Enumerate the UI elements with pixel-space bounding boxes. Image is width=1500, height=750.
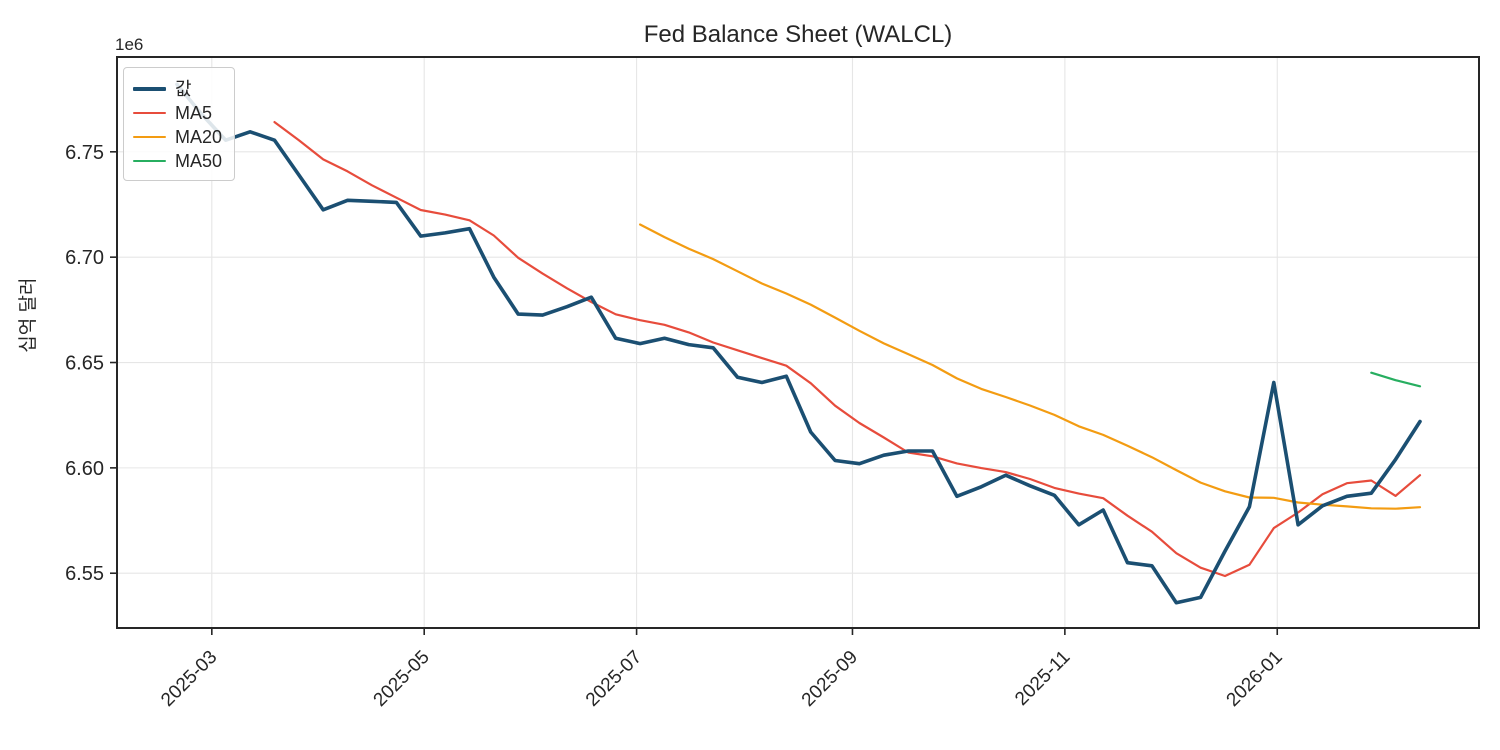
legend-label-value: 값 [175,79,192,99]
plot-border [116,56,1480,629]
x-tick-label: 2026-01 [1223,647,1287,711]
series-line-ma5 [273,120,1422,578]
legend-item-ma20: MA20 [133,125,224,149]
x-tick-label: 2025-11 [1011,647,1074,710]
x-tick-label: 2025-03 [157,647,221,711]
series-line-ma50 [1370,371,1422,388]
chart-title: Fed Balance Sheet (WALCL) [644,21,953,48]
y-axis-label: 십억 달러 [17,278,39,353]
y-tick-label: 6.70 [65,247,104,269]
legend-swatch-value [133,87,166,91]
series-line-ma20 [638,223,1422,510]
legend-swatch-ma50 [133,159,166,163]
y-tick-label: 6.60 [65,458,104,480]
x-tick-label: 2025-07 [582,647,646,711]
legend-item-ma5: MA5 [133,101,224,125]
legend-label-ma5: MA5 [175,103,213,123]
legend-item-value: 값 [133,77,224,101]
x-tick-label: 2025-05 [370,647,434,711]
y-tick-label: 6.65 [65,353,104,375]
series-line-value [175,82,1422,605]
legend: 값 MA5 MA20 MA50 [123,67,235,181]
legend-swatch-ma20 [133,135,166,139]
x-tick-label: 2025-09 [798,647,862,711]
legend-label-ma20: MA20 [175,127,223,147]
y-tick-label: 6.75 [65,142,104,164]
legend-item-ma50: MA50 [133,149,224,173]
y-axis-offset: 1e6 [115,35,143,54]
legend-swatch-ma5 [133,111,166,115]
y-tick-label: 6.55 [65,563,104,585]
legend-label-ma50: MA50 [175,151,223,171]
